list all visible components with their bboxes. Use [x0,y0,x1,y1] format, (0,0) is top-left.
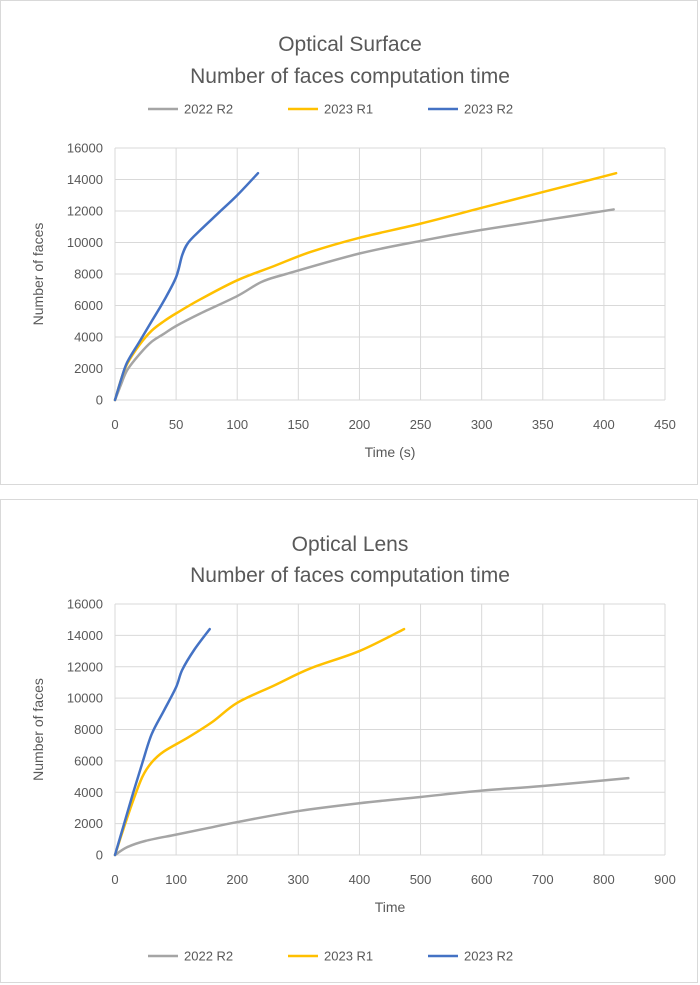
y-tick-label: 2000 [74,361,103,376]
y-tick-label: 4000 [74,785,103,800]
chart-title-line-2: Number of faces computation time [190,65,510,88]
legend-item-2022-r2: 2022 R2 [148,949,233,964]
series-line-2023-r2 [113,627,211,857]
x-tick-label: 0 [111,872,118,887]
chart-optical-surface: Optical Surface Number of faces computati… [30,33,676,460]
y-tick-label: 16000 [67,141,103,156]
x-tick-label: 700 [532,872,554,887]
x-tick-label: 300 [287,872,309,887]
legend-item-2023-r2: 2023 R2 [428,949,513,964]
x-tick-label: 400 [349,872,371,887]
y-tick-label: 14000 [67,172,103,187]
x-tick-label: 150 [287,417,309,432]
legend-label: 2022 R2 [184,102,233,117]
series-line-2022-r2 [113,208,615,402]
x-tick-label: 100 [226,417,248,432]
chart-title-line-1: Optical Lens [292,533,409,556]
chart-title-line-2: Number of faces computation time [190,564,510,587]
chart-title-line-1: Optical Surface [278,33,422,56]
y-tick-label: 2000 [74,816,103,831]
x-tick-label: 900 [654,872,676,887]
y-tick-label: 12000 [67,659,103,674]
y-axis-label: Number of faces [30,223,46,326]
x-tick-label: 450 [654,417,676,432]
x-tick-label: 250 [410,417,432,432]
y-tick-label: 4000 [74,330,103,345]
series-line-2023-r1 [113,627,406,857]
y-tick-label: 14000 [67,628,103,643]
x-tick-label: 200 [349,417,371,432]
chart-panel-optical-surface: Optical Surface Number of faces computati… [0,0,698,485]
x-tick-label: 0 [111,417,118,432]
legend-label: 2022 R2 [184,949,233,964]
y-tick-label: 6000 [74,753,103,768]
x-tick-label: 350 [532,417,554,432]
x-tick-label: 600 [471,872,493,887]
legend-label: 2023 R1 [324,949,373,964]
legend-item-2023-r1: 2023 R1 [288,102,373,117]
x-tick-label: 50 [169,417,183,432]
y-tick-label: 0 [96,848,103,863]
legend-item-2023-r1: 2023 R1 [288,949,373,964]
x-tick-label: 200 [226,872,248,887]
x-tick-label: 500 [410,872,432,887]
series-line-2023-r2 [113,171,260,402]
chart-optical-lens: Optical Lens Number of faces computation … [30,533,676,964]
y-tick-label: 8000 [74,722,103,737]
y-tick-label: 12000 [67,204,103,219]
y-tick-label: 10000 [67,691,103,706]
x-axis-label: Time (s) [365,444,416,460]
legend-item-2023-r2: 2023 R2 [428,102,513,117]
legend-label: 2023 R2 [464,102,513,117]
x-tick-label: 300 [471,417,493,432]
y-tick-label: 8000 [74,267,103,282]
chart-panel-optical-lens: Optical Lens Number of faces computation … [0,499,698,983]
series-line-2023-r1 [113,171,618,402]
x-tick-label: 100 [165,872,187,887]
y-tick-label: 0 [96,393,103,408]
legend-item-2022-r2: 2022 R2 [148,102,233,117]
legend-label: 2023 R2 [464,949,513,964]
y-axis-label: Number of faces [30,678,46,781]
legend-label: 2023 R1 [324,102,373,117]
x-tick-label: 400 [593,417,615,432]
x-axis-label: Time [375,899,406,915]
series-line-2022-r2 [113,776,630,857]
y-tick-label: 6000 [74,298,103,313]
x-tick-label: 800 [593,872,615,887]
y-tick-label: 16000 [67,597,103,612]
y-tick-label: 10000 [67,235,103,250]
